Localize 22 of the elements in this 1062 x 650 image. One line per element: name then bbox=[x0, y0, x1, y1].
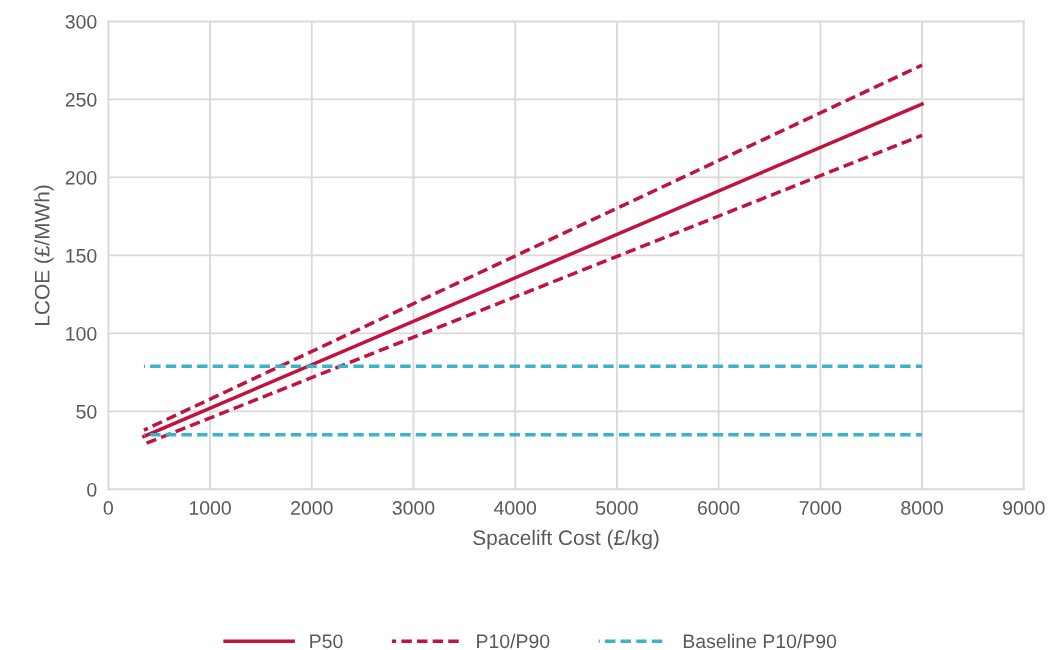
y-tick-label: 0 bbox=[87, 482, 97, 497]
x-tick-label: 9000 bbox=[1003, 501, 1045, 515]
y-tick-label: 200 bbox=[65, 170, 97, 185]
y-axis-title: LCOE (£/MWh) bbox=[34, 185, 54, 325]
y-tick-label: 100 bbox=[66, 326, 97, 341]
y-tick-label: 150 bbox=[66, 248, 97, 263]
x-tick-label: 7000 bbox=[799, 501, 842, 515]
x-axis-title: Spacelift Cost (£/kg) bbox=[473, 529, 659, 550]
legend-label: P10/P90 bbox=[477, 633, 550, 649]
x-tick-label: 2000 bbox=[291, 501, 333, 515]
y-tick-label: 250 bbox=[65, 92, 97, 107]
x-tick-label: 1000 bbox=[189, 501, 231, 515]
legend-label: Baseline P10/P90 bbox=[683, 633, 837, 649]
x-tick-label: 0 bbox=[103, 501, 113, 515]
x-tick-label: 3000 bbox=[392, 501, 435, 515]
legend-label: P50 bbox=[310, 634, 343, 649]
y-tick-label: 300 bbox=[65, 14, 97, 29]
x-tick-label: 8000 bbox=[901, 501, 943, 515]
x-tick-label: 6000 bbox=[697, 501, 740, 515]
x-tick-label: 5000 bbox=[596, 501, 638, 515]
y-tick-label: 50 bbox=[76, 404, 97, 419]
x-tick-label: 4000 bbox=[494, 501, 537, 515]
